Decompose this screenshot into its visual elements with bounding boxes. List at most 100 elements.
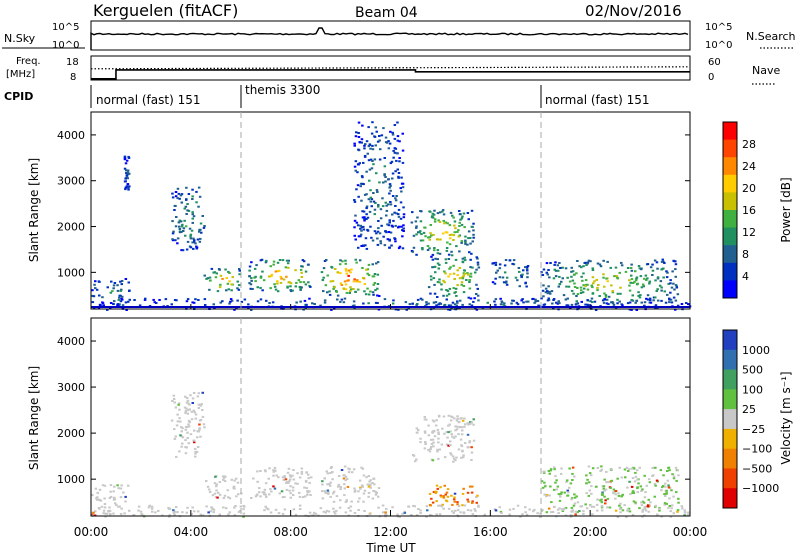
velocity-point — [632, 492, 636, 494]
velocity-point — [643, 474, 646, 477]
velocity-point — [431, 438, 435, 441]
power-point — [458, 299, 462, 302]
power-point — [363, 147, 366, 150]
velocity-point — [407, 505, 410, 508]
power-point — [109, 302, 113, 304]
power-point — [585, 264, 588, 266]
velocity-point — [103, 484, 107, 487]
power-point — [643, 301, 647, 304]
power-point — [564, 298, 568, 301]
nsky-label: N.Sky — [4, 32, 36, 45]
power-point — [226, 282, 230, 285]
velocity-point — [127, 484, 130, 487]
power-point — [614, 266, 618, 269]
power-point — [306, 263, 310, 266]
power-point — [344, 259, 347, 262]
velocity-point — [612, 491, 615, 494]
power-point — [200, 231, 203, 234]
velocity-point — [116, 484, 119, 487]
velocity-point — [425, 515, 428, 518]
power-point — [171, 220, 174, 223]
velocity-point — [332, 510, 336, 513]
power-point — [333, 286, 336, 289]
velocity-point — [638, 466, 641, 469]
velocity-point — [172, 394, 176, 397]
velocity-point — [638, 507, 641, 510]
power-point — [248, 269, 251, 272]
power-point — [370, 132, 374, 135]
power-point — [178, 231, 182, 234]
velocity-point — [196, 395, 200, 398]
power-point — [363, 193, 367, 196]
velocity-point — [287, 467, 291, 470]
velocity-point — [601, 493, 604, 496]
power-point — [476, 257, 479, 260]
power-point — [628, 279, 631, 282]
velocity-point — [193, 447, 197, 450]
velocity-point — [174, 406, 178, 409]
velocity-point — [614, 509, 618, 512]
power-point — [205, 277, 208, 280]
power-point — [363, 290, 366, 293]
velocity-point — [226, 489, 229, 492]
velocity-point — [115, 504, 118, 507]
power-point — [459, 213, 462, 216]
velocity-point — [616, 516, 620, 518]
velocity-point — [469, 421, 472, 423]
power-point — [238, 269, 241, 272]
power-point — [672, 282, 675, 285]
power-point — [674, 263, 678, 266]
power-point — [475, 268, 478, 271]
power-point — [601, 299, 605, 302]
velocity-point — [237, 510, 241, 513]
velocity-point — [344, 511, 348, 514]
velocity-point — [461, 419, 465, 422]
power-point — [259, 259, 263, 262]
velocity-point — [137, 509, 140, 512]
power-point — [372, 283, 375, 286]
velocity-point — [186, 431, 189, 434]
velocity-point — [252, 477, 255, 480]
power-point — [364, 237, 368, 240]
velocity-point — [424, 443, 427, 445]
power-point — [116, 304, 119, 307]
power-point — [121, 304, 125, 307]
velocity-point — [553, 468, 556, 471]
power-point — [582, 265, 585, 268]
power-point — [355, 188, 358, 191]
velocity-point — [455, 419, 459, 422]
power-point — [571, 279, 575, 282]
power-point — [388, 246, 391, 249]
velocity-point — [103, 506, 107, 509]
power-point — [395, 195, 398, 197]
power-point — [359, 185, 362, 188]
power-point — [219, 301, 222, 304]
power-point — [304, 270, 308, 273]
velocity-point — [476, 494, 479, 497]
power-point — [668, 301, 671, 304]
power-point — [191, 241, 194, 244]
power-point — [344, 288, 348, 291]
velocity-point — [349, 505, 353, 508]
velocity-point — [194, 417, 198, 420]
velocity-point — [291, 474, 294, 477]
velocity-point — [100, 505, 104, 508]
velocity-point — [453, 498, 456, 501]
power-point — [491, 281, 495, 284]
velocity-point — [124, 500, 127, 503]
velocity-point — [202, 514, 205, 517]
power-point — [558, 275, 561, 278]
velocity-point — [624, 476, 627, 479]
velocity-point — [285, 488, 289, 491]
power-point — [384, 176, 387, 178]
velocity-point — [403, 510, 406, 513]
power-point — [379, 148, 382, 151]
velocity-point — [636, 491, 639, 494]
power-point — [182, 227, 186, 230]
power-point — [422, 231, 426, 234]
power-point — [369, 225, 372, 228]
power-point — [371, 239, 375, 242]
power-point — [557, 269, 560, 272]
power-point — [605, 277, 608, 280]
velocity-point — [670, 507, 673, 510]
